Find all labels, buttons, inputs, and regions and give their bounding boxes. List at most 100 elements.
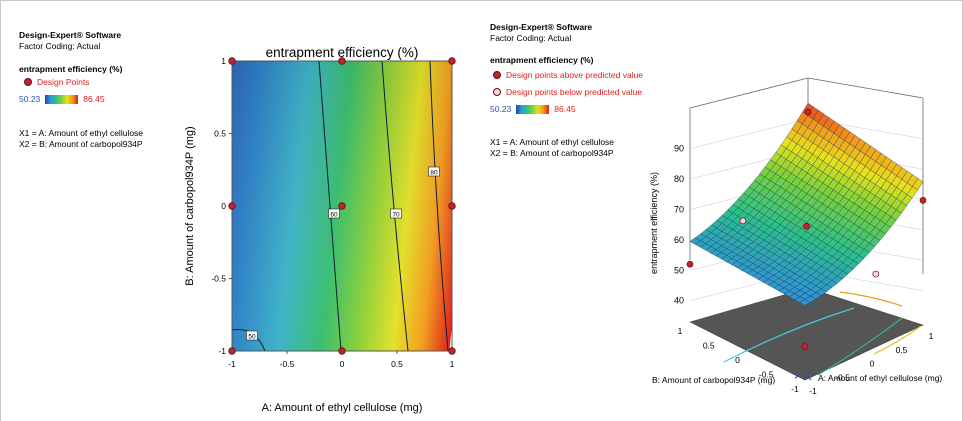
surface-y-axis-label: B: Amount of carbopol934P (mg) xyxy=(652,375,775,385)
design-point xyxy=(448,57,456,65)
software-name: Design-Expert® Software xyxy=(19,30,122,40)
surface-z-tick-label: 50 xyxy=(674,265,684,275)
contour-x-tick-label: 0.5 xyxy=(391,359,403,369)
contour-y-tick-label: -1 xyxy=(218,346,226,356)
design-points-legend: Design Points xyxy=(24,77,179,87)
contour-label-box xyxy=(390,208,402,219)
surface-mesh xyxy=(689,102,924,306)
surface-x-tick-label: 0.5 xyxy=(896,345,908,355)
left-border xyxy=(0,0,1,421)
floor-contour-yellow xyxy=(873,325,922,355)
surface-z-ticks: 40 50 60 70 80 90 xyxy=(674,144,684,306)
surface-z-tick-label: 80 xyxy=(674,174,684,184)
contour-label: 60 xyxy=(330,212,338,219)
contour-x-tick-label: 1 xyxy=(450,359,455,369)
surface-design-points xyxy=(686,108,927,350)
range-min-right: 50.23 xyxy=(490,104,512,114)
x1-definition: X1 = A: Amount of ethyl cellulose xyxy=(19,128,144,138)
surface-y-ticks: -1 -0.5 0 0.5 1 xyxy=(678,326,799,394)
contour-x-tick-label: -0.5 xyxy=(280,359,295,369)
response-name-right: entrapment efficiency (%) xyxy=(490,55,594,65)
surface-x-ticks: -1 -0.5 0 0.5 1 xyxy=(809,331,933,396)
design-point-below xyxy=(872,270,880,278)
floor-contour-teal xyxy=(817,317,903,376)
design-point-above xyxy=(803,222,810,230)
above-point-icon xyxy=(493,71,501,79)
response-name: entrapment efficiency (%) xyxy=(19,64,123,74)
surface-y-tick-label: 0.5 xyxy=(703,341,715,351)
contour-label: 70 xyxy=(392,212,400,219)
design-points-label: Design Points xyxy=(37,77,90,87)
contour-x-tick-label: -1 xyxy=(228,359,236,369)
surface-z-tick-label: 60 xyxy=(674,235,684,245)
contour-label: 50 xyxy=(248,334,256,341)
contour-y-tick-label: 1 xyxy=(221,56,226,66)
surface-x-tick-label: -1 xyxy=(809,386,817,396)
surface-z-axis-label: entrapment efficiency (%) xyxy=(649,172,659,274)
floor-contour-orange xyxy=(839,291,903,307)
surface-z-tick-label: 90 xyxy=(674,144,684,154)
contour-labels: 50 60 70 80 xyxy=(246,166,440,341)
contour-label-box xyxy=(246,330,258,341)
left-legend-panel: Design-Expert® Software Factor Coding: A… xyxy=(19,30,179,149)
right-legend-panel: Design-Expert® Software Factor Coding: A… xyxy=(490,22,655,158)
below-label: Design points below predicted value xyxy=(506,87,643,97)
surface-z-tick-label: 40 xyxy=(674,296,684,306)
floor-contour-cyan xyxy=(723,307,855,363)
wall-gridline xyxy=(689,118,809,149)
surface-y-tick-label: 1 xyxy=(678,326,683,336)
surface-y-tick-label: -1 xyxy=(791,384,799,394)
software-name-right: Design-Expert® Software xyxy=(490,22,593,32)
color-gradient-bar xyxy=(45,94,79,104)
design-point-above xyxy=(801,343,809,350)
above-legend: Design points above predicted value xyxy=(493,70,655,80)
contour-x-axis-label: A: Amount of ethyl cellulose (mg) xyxy=(262,402,423,414)
color-range-legend-right: 50.23 86.45 xyxy=(490,104,655,114)
above-label: Design points above predicted value xyxy=(506,70,644,80)
factor-coding: Factor Coding: Actual xyxy=(19,41,101,51)
range-max: 86.45 xyxy=(83,94,105,104)
contour-title: entrapment efficiency (%) xyxy=(266,45,419,60)
contour-y-tick-label: 0 xyxy=(221,201,226,211)
contour-design-points xyxy=(228,57,456,355)
contour-y-axis-label: B: Amount of carbopol934P (mg) xyxy=(184,126,196,285)
surface-y-tick-label: 0 xyxy=(735,355,740,365)
surface-cell xyxy=(912,177,924,191)
surface-x-tick-label: 0 xyxy=(870,359,875,369)
design-point xyxy=(448,202,456,210)
surface-floor xyxy=(689,287,924,381)
contour-line-60 xyxy=(318,61,342,351)
floor-contour-blue xyxy=(794,374,812,381)
contour-label-box xyxy=(428,166,440,177)
floor-contours xyxy=(723,291,922,381)
surface-x-tick-label: -0.5 xyxy=(835,372,850,382)
contour-x-ticks: -1 -0.5 0 0.5 1 xyxy=(228,351,455,369)
contour-line-70 xyxy=(381,61,409,351)
contour-label: 80 xyxy=(430,170,438,177)
x1-definition-right: X1 = A: Amount of ethyl cellulose xyxy=(490,137,615,147)
x2-definition: X2 = B: Amount of carbopol934P xyxy=(19,139,143,149)
design-point xyxy=(338,57,346,65)
color-range-legend: 50.23 86.45 xyxy=(19,94,179,104)
surface-y-tick-label: -0.5 xyxy=(759,370,774,380)
design-point-above xyxy=(686,260,694,268)
top-border xyxy=(0,0,963,1)
design-point-below xyxy=(739,217,747,225)
design-point xyxy=(338,202,346,210)
surface-x-tick-label: 1 xyxy=(929,331,934,341)
contour-y-ticks: -1 -0.5 0 0.5 1 xyxy=(211,56,232,356)
design-point-above xyxy=(804,108,812,116)
below-legend: Design points below predicted value xyxy=(493,87,655,97)
factor-coding-right: Factor Coding: Actual xyxy=(490,33,572,43)
contour-plot: entrapment efficiency (%) 50 60 70 80 -1 -0.… xyxy=(184,45,456,414)
color-gradient-bar-right xyxy=(516,104,550,114)
contour-y-tick-label: -0.5 xyxy=(211,274,226,284)
x2-definition-right: X2 = B: Amount of carbopol934P xyxy=(490,148,614,158)
design-point-above xyxy=(919,197,927,204)
surface-z-tick-label: 70 xyxy=(674,205,684,215)
contour-x-tick-label: 0 xyxy=(340,359,345,369)
contour-y-tick-label: 0.5 xyxy=(214,129,226,139)
contour-line-80 xyxy=(429,61,449,351)
range-max-right: 86.45 xyxy=(554,104,576,114)
surface-plot: 40 50 60 70 80 90 -1 -0.5 0 0.5 1 -1 -0.5 0 0.5 1 ent… xyxy=(649,77,942,396)
